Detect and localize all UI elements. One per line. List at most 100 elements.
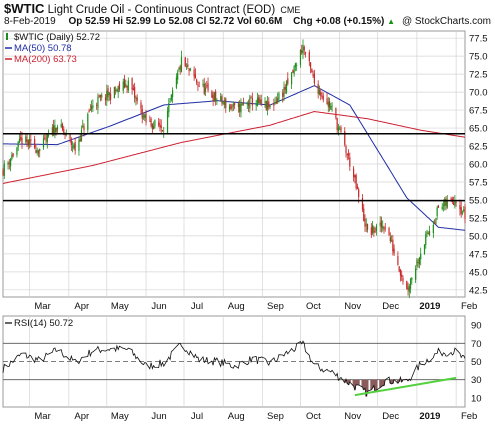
candle-body — [44, 137, 46, 139]
candle-body — [375, 225, 377, 231]
rsi-month-label: Oct — [306, 411, 321, 422]
candle-body — [401, 274, 403, 278]
candle-body — [34, 139, 36, 148]
candle-body — [196, 79, 198, 83]
price-tick-label: 52.5 — [469, 213, 488, 224]
candle-body — [223, 100, 226, 105]
candle-body — [88, 110, 90, 113]
candle-body — [441, 206, 443, 210]
candle-body — [27, 139, 29, 146]
candle-body — [445, 198, 447, 206]
price-tick-label: 55.0 — [469, 195, 488, 206]
candle-body — [311, 68, 313, 73]
candle-body — [302, 44, 304, 54]
price-tick-label: 70.0 — [469, 88, 488, 99]
candle-body — [411, 277, 413, 280]
candle-body — [21, 138, 23, 145]
candle-body — [331, 105, 333, 107]
candle-body — [464, 206, 466, 219]
candle-body — [109, 93, 112, 100]
candle-body — [89, 109, 91, 111]
candle-body — [118, 83, 121, 90]
candle-body — [198, 86, 200, 87]
candle-body — [108, 92, 110, 96]
candle-body — [363, 208, 365, 221]
candle-body — [87, 113, 89, 131]
candle-body — [427, 233, 429, 235]
candle-body — [399, 269, 402, 276]
price-tick-label: 77.5 — [469, 34, 488, 45]
candle-body — [136, 97, 138, 102]
rsi-month-label: Jul — [191, 411, 203, 422]
candle-body — [435, 218, 437, 225]
candle-body — [317, 83, 319, 94]
candle-body — [269, 105, 271, 107]
rsi-line — [2, 340, 466, 397]
candle-body — [127, 80, 129, 91]
candle-body — [370, 227, 372, 235]
candle-body — [177, 72, 179, 80]
candle-body — [79, 138, 81, 142]
candle-body — [212, 95, 214, 102]
candle-body — [301, 50, 303, 53]
candle-body — [28, 139, 31, 146]
candle-body — [365, 224, 367, 226]
candle-body — [240, 103, 242, 113]
candle-body — [442, 204, 445, 206]
candle-body — [51, 127, 53, 135]
rsi-month-label: Mar — [34, 411, 50, 422]
candle-body — [274, 102, 276, 104]
candle-body — [115, 89, 117, 91]
candle-body — [346, 153, 348, 155]
candle-body — [234, 103, 236, 106]
candle-body — [96, 104, 98, 106]
candle-body — [313, 74, 315, 84]
candle-body — [256, 98, 259, 107]
price-tick-label: 57.5 — [469, 177, 488, 188]
candle-body — [166, 110, 169, 135]
candle-body — [418, 257, 421, 265]
candle-body — [134, 87, 136, 98]
candle-body — [213, 92, 215, 101]
candle-body — [366, 223, 369, 230]
quote-high: Hi 52.99 — [112, 16, 151, 27]
candle-body — [373, 227, 375, 234]
candle-body — [336, 118, 338, 130]
candle-body — [416, 259, 418, 267]
price-tick-label: 65.0 — [469, 124, 488, 135]
candle-body — [25, 136, 27, 143]
candle-body — [402, 278, 404, 282]
candle-body — [194, 74, 196, 79]
candle-body — [180, 57, 183, 72]
candle-body — [241, 103, 243, 106]
candle-body — [8, 162, 10, 165]
candle-body — [425, 234, 427, 246]
candle-body — [189, 68, 191, 71]
candle-body — [149, 121, 151, 122]
candle-body — [358, 189, 360, 198]
price-tick-label: 45.0 — [469, 267, 488, 278]
price-tick-label: 75.0 — [469, 52, 488, 63]
candle-body — [204, 87, 207, 92]
candle-body — [446, 200, 448, 208]
candle-body — [268, 101, 270, 108]
candle-body — [258, 97, 260, 104]
candle-body — [225, 98, 227, 108]
candle-body — [153, 125, 155, 130]
candle-body — [432, 224, 434, 234]
candle-body — [17, 141, 19, 148]
candle-body — [372, 225, 374, 233]
candle-body — [390, 240, 393, 242]
candle-body — [260, 99, 262, 104]
candle-body — [277, 98, 279, 102]
candle-body — [409, 278, 412, 289]
candle-body — [264, 101, 266, 103]
candle-body — [113, 86, 115, 99]
candle-body — [340, 127, 342, 132]
candle-body — [345, 146, 347, 154]
candle-body — [231, 106, 233, 108]
candle-body — [158, 122, 160, 126]
candle-body — [383, 227, 385, 230]
candle-body — [144, 114, 146, 118]
